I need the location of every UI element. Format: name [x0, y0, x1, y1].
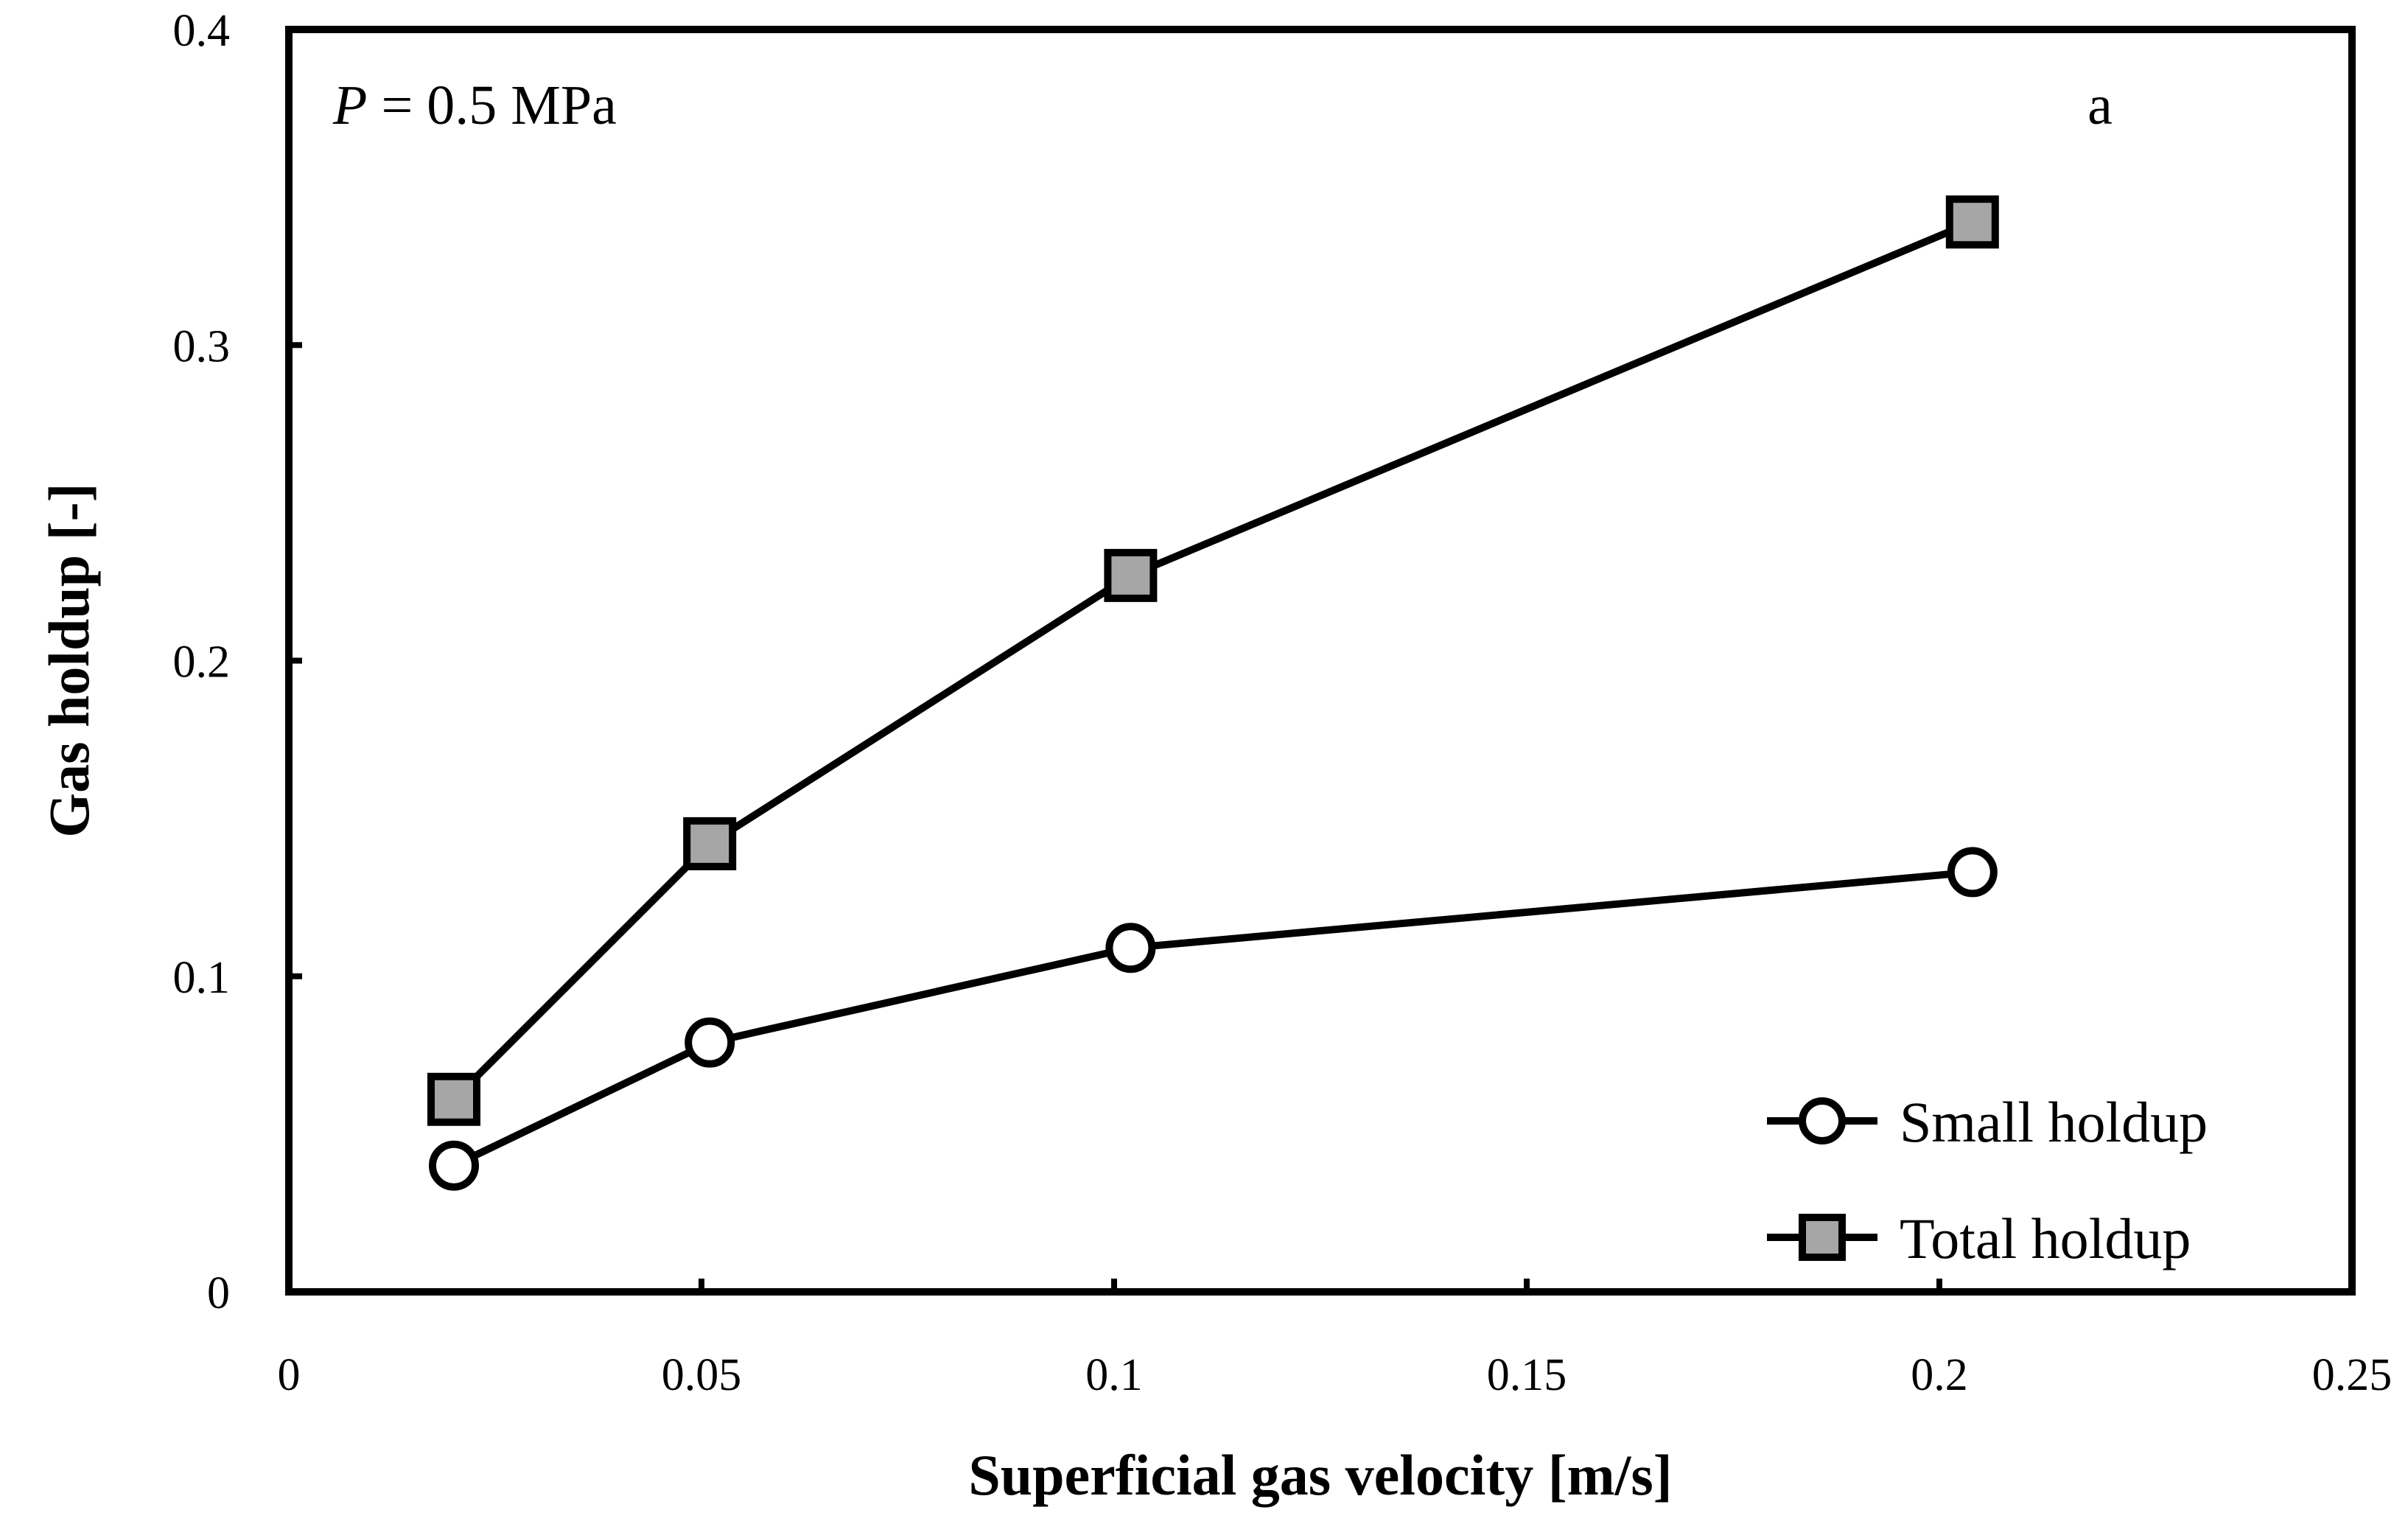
- x-axis-ticks: 0 0.05 0.1 0.15 0.2 0.25: [278, 1279, 2393, 1400]
- plot-lines: [451, 218, 1974, 1170]
- legend-label-small-holdup: Small holdup: [1900, 1090, 2208, 1154]
- data-point-total-holdup: [683, 817, 737, 870]
- y-tick-label: 0: [207, 1268, 230, 1318]
- data-point-total-holdup: [1945, 195, 1999, 249]
- y-tick-label: 0.2: [173, 637, 231, 688]
- legend: Small holdup Total holdup: [1767, 1090, 2208, 1270]
- data-point-small-holdup: [685, 1017, 735, 1068]
- data-markers: [427, 195, 1999, 1191]
- data-point-small-holdup: [429, 1140, 479, 1191]
- series-line-small-holdup: [452, 868, 1973, 1170]
- x-tick-label: 0.15: [1487, 1350, 1567, 1400]
- data-point-small-holdup: [1947, 847, 1998, 898]
- x-tick-label: 0.2: [1911, 1350, 1968, 1400]
- data-point-small-holdup: [1105, 923, 1156, 974]
- panel-label: a: [2087, 74, 2113, 136]
- pressure-annotation: P = 0.5 MPa: [332, 74, 617, 136]
- pressure-symbol: P: [332, 74, 367, 136]
- data-point-total-holdup: [1104, 548, 1158, 602]
- y-tick-label: 0.4: [173, 6, 231, 56]
- x-tick-label: 0: [278, 1350, 301, 1400]
- legend-label-total-holdup: Total holdup: [1900, 1206, 2191, 1270]
- x-axis-title: Superficial gas velocity [m/s]: [968, 1443, 1672, 1507]
- data-point-total-holdup: [427, 1072, 480, 1126]
- legend-marker-total-holdup: [1799, 1214, 1846, 1261]
- y-axis-title: Gas holdup [-]: [37, 483, 101, 837]
- x-tick-label: 0.25: [2312, 1350, 2393, 1400]
- series-line-total-holdup: [451, 218, 1974, 1102]
- x-tick-label: 0.05: [662, 1350, 742, 1400]
- x-tick-label: 0.1: [1085, 1350, 1143, 1400]
- legend-marker-small-holdup: [1799, 1097, 1846, 1144]
- y-tick-label: 0.3: [173, 321, 231, 371]
- y-tick-label: 0.1: [173, 953, 231, 1003]
- y-axis-ticks: 0 0.1 0.2 0.3 0.4: [173, 6, 302, 1318]
- plot-area-frame: [285, 26, 2356, 1296]
- pressure-value: = 0.5 MPa: [367, 74, 616, 136]
